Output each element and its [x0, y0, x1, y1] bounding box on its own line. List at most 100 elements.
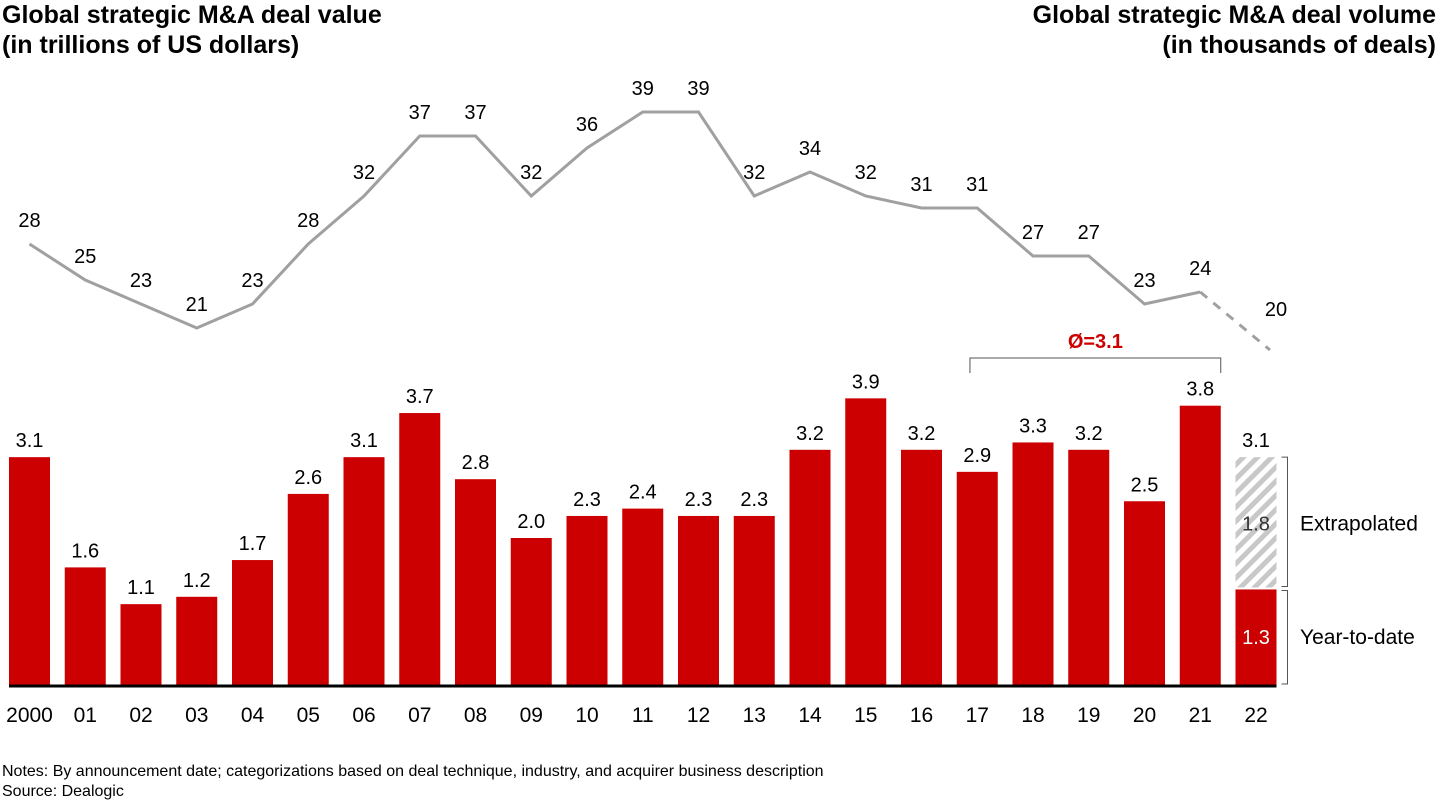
- bar-label-16: 3.2: [908, 423, 936, 445]
- average-annotation: Ø=3.1: [969, 331, 1222, 373]
- title-volume-line2: (in thousands of deals): [1162, 31, 1436, 59]
- bar-label-19: 3.2: [1075, 423, 1103, 445]
- bar-label-15: 3.9: [852, 371, 880, 393]
- x-tick-label-18: 18: [1021, 704, 1044, 727]
- bar-label-04: 1.7: [239, 533, 267, 555]
- x-tick-label-19: 19: [1077, 704, 1100, 727]
- bar-label-11: 2.4: [629, 482, 657, 504]
- bar-09: [510, 538, 552, 685]
- bar-label-14: 3.2: [796, 423, 824, 445]
- bar-11: [622, 508, 664, 685]
- bar-label-03: 1.2: [183, 570, 211, 592]
- chart-canvas: 28 25 23 21 23 28 32 37 37 32 36 39 39 32 34 32 31 31 27 27…: [6, 78, 1418, 727]
- x-tick-label-09: 09: [520, 704, 543, 727]
- bar-label-13: 2.3: [740, 489, 768, 511]
- line-label-02: 23: [130, 270, 152, 292]
- volume-line-solid: [28, 110, 1201, 330]
- bar-label-17: 2.9: [963, 445, 991, 467]
- bar-label-05: 2.6: [294, 467, 322, 489]
- average-label: Ø=3.1: [1068, 331, 1123, 353]
- x-tick-label-08: 08: [464, 704, 487, 727]
- value-bar-series: 3.1 1.6 1.1 1.2 1.7 2.6 3.1 3.7 2.8 2.0 2.3 2.4 2.3 2…: [9, 371, 1277, 685]
- bar-label-22-total: 3.1: [1242, 430, 1270, 452]
- x-tick-label-17: 17: [966, 704, 989, 727]
- legend-extrapolated: Extrapolated: [1300, 512, 1418, 535]
- volume-line-series: 28 25 23 21 23 28 32 37 37 32 36 39 39 32 34 32 31 31 27 27…: [18, 78, 1287, 352]
- bar-label-18: 3.3: [1019, 415, 1047, 437]
- x-tick-label-05: 05: [297, 704, 320, 727]
- bar-label-07: 3.7: [406, 386, 434, 408]
- x-axis: 2000 01 02 03 04 05 06 07 08 09 10 11 12 13 14 15 16 17 18…: [6, 684, 1277, 727]
- bar-05: [287, 493, 329, 685]
- volume-line-dashed: [1199, 290, 1271, 352]
- footnote-notes: Notes: By announcement date; categorizat…: [2, 763, 824, 780]
- x-tick-label-15: 15: [854, 704, 877, 727]
- bar-22-year-to-date: [1235, 589, 1277, 685]
- line-label-03: 21: [186, 294, 208, 316]
- bar-label-01: 1.6: [71, 540, 99, 562]
- chart-title-value: Global strategic M&A deal value (in tril…: [2, 0, 382, 60]
- bar-15: [845, 398, 887, 685]
- bar-label-12: 2.3: [685, 489, 713, 511]
- bar-label-09: 2.0: [517, 511, 545, 533]
- x-tick-label-2000: 2000: [6, 704, 53, 727]
- bracket-extrapolated: [1281, 456, 1288, 587]
- line-label-17: 31: [966, 174, 988, 196]
- bar-07: [399, 413, 441, 685]
- bar-08: [455, 479, 496, 685]
- line-label-05: 28: [297, 210, 319, 232]
- title-value-line2: (in trillions of US dollars): [2, 31, 300, 59]
- bar-label-20: 2.5: [1131, 474, 1159, 496]
- average-bracket: [969, 357, 1222, 373]
- x-tick-label-10: 10: [575, 704, 598, 727]
- bar-13: [733, 515, 775, 685]
- x-tick-label-14: 14: [798, 704, 822, 727]
- title-value-line1: Global strategic M&A deal value: [2, 1, 382, 29]
- bar-12: [678, 515, 719, 685]
- line-label-16: 31: [910, 174, 932, 196]
- x-tick-label-12: 12: [687, 704, 710, 727]
- bar-label-22-year-to-date: 1.3: [1242, 627, 1270, 649]
- bar-04: [232, 560, 273, 685]
- bar-19: [1068, 449, 1110, 685]
- x-tick-label-11: 11: [632, 704, 654, 727]
- line-label-09: 32: [520, 162, 542, 184]
- bar-label-21: 3.8: [1186, 379, 1214, 401]
- bar-14: [789, 449, 831, 685]
- chart-title-volume: Global strategic M&A deal volume (in tho…: [1033, 0, 1436, 60]
- bar-label-02: 1.1: [127, 577, 155, 599]
- bar-06: [343, 457, 385, 685]
- line-label-11: 39: [632, 78, 654, 100]
- x-tick-label-21: 21: [1189, 704, 1212, 727]
- bar-label-2000: 3.1: [16, 430, 44, 452]
- line-label-01: 25: [74, 246, 96, 268]
- x-tick-label-13: 13: [743, 704, 766, 727]
- bar-17: [956, 471, 998, 685]
- legend-year-to-date: Year-to-date: [1300, 626, 1415, 649]
- x-tick-label-01: 01: [74, 704, 97, 727]
- x-tick-label-02: 02: [129, 704, 152, 727]
- line-label-04: 23: [241, 270, 263, 292]
- footnote-source: Source: Dealogic: [2, 783, 124, 800]
- bar-20: [1124, 501, 1165, 685]
- x-tick-label-07: 07: [408, 704, 431, 727]
- bar-03: [176, 596, 218, 685]
- line-label-08: 37: [464, 102, 486, 124]
- line-label-06: 32: [353, 162, 375, 184]
- line-label-21: 24: [1189, 258, 1211, 280]
- bracket-year-to-date: [1281, 589, 1288, 685]
- x-tick-label-06: 06: [352, 704, 375, 727]
- bar-18: [1012, 442, 1054, 685]
- bar-02: [120, 604, 162, 685]
- bar-label-22-extrapolated: 1.8: [1242, 513, 1270, 535]
- line-label-2000: 28: [18, 210, 40, 232]
- line-label-10: 36: [576, 114, 598, 136]
- bar-label-08: 2.8: [462, 452, 490, 474]
- line-label-18: 27: [1022, 222, 1044, 244]
- bar-16: [901, 449, 942, 685]
- line-label-12: 39: [687, 78, 709, 100]
- x-tick-label-04: 04: [241, 704, 265, 727]
- line-label-20: 23: [1133, 270, 1155, 292]
- legend: Extrapolated Year-to-date: [1281, 456, 1418, 685]
- line-label-07: 37: [409, 102, 431, 124]
